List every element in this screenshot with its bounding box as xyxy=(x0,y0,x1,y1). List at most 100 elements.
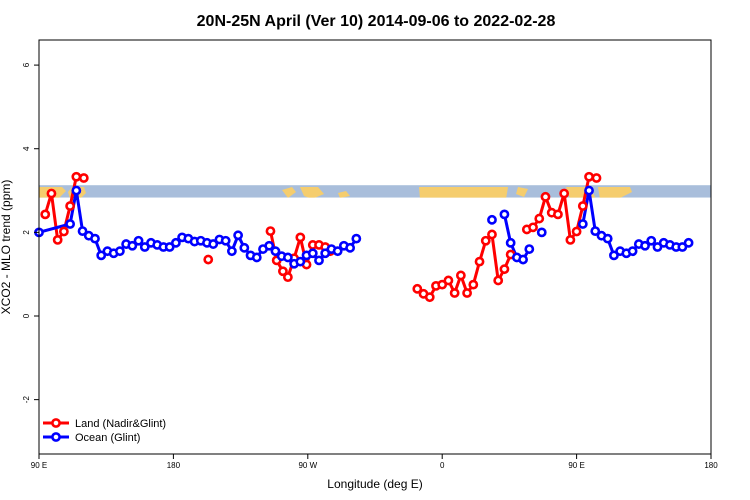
y-tick-label: 6 xyxy=(22,62,31,67)
plot-frame xyxy=(38,39,712,455)
ocean-data-point xyxy=(590,226,601,237)
ocean-data-point xyxy=(314,255,324,266)
ocean-data-point xyxy=(320,248,331,259)
land-data-point xyxy=(58,226,69,237)
ocean-data-point xyxy=(96,250,107,261)
land-data-point xyxy=(565,234,576,245)
y-tick-label: 0 xyxy=(22,313,31,318)
map-land-caribbean xyxy=(338,191,350,198)
y-tick-label: 4 xyxy=(22,146,31,151)
x-tick-label: 90 E xyxy=(31,461,47,470)
land-data-point xyxy=(203,254,214,265)
land-series-line xyxy=(416,232,513,299)
chart-title: 20N-25N April (Ver 10) 2014-09-06 to 202… xyxy=(197,13,556,30)
map-land-arabia xyxy=(516,187,528,197)
land-data-point xyxy=(282,272,293,283)
ocean-data-point xyxy=(640,240,650,251)
land-data-point xyxy=(499,264,510,275)
land-data-point xyxy=(278,266,288,277)
ocean-data-point xyxy=(351,233,362,244)
map-band xyxy=(39,185,711,198)
ocean-data-point xyxy=(487,214,497,225)
ocean-data-point xyxy=(627,246,638,257)
ocean-data-point xyxy=(677,242,688,252)
land-data-point xyxy=(265,226,276,237)
land-data-point xyxy=(584,171,594,182)
x-tick-label: 90 W xyxy=(298,461,317,470)
ocean-data-point xyxy=(307,248,318,259)
land-data-point xyxy=(71,171,82,182)
legend-land-marker xyxy=(51,418,61,428)
ocean-data-point xyxy=(164,242,175,252)
ocean-data-point xyxy=(609,250,619,261)
y-tick-label: 2 xyxy=(22,230,31,235)
ocean-data-point xyxy=(226,246,237,257)
land-data-point xyxy=(493,275,504,286)
land-data-point xyxy=(295,232,306,243)
land-data-point xyxy=(462,288,472,298)
land-data-point xyxy=(52,234,63,245)
map-land-mexico xyxy=(300,187,324,198)
land-data-point xyxy=(455,270,466,281)
x-tick-label: 180 xyxy=(167,461,181,470)
land-data-point xyxy=(553,209,563,220)
ocean-data-point xyxy=(332,246,343,257)
ocean-data-point xyxy=(133,235,144,246)
legend-land-label: Land (Nadir&Glint) xyxy=(75,418,166,430)
land-data-point xyxy=(528,222,538,233)
ocean-data-point xyxy=(602,233,613,244)
y-axis: -2 0 2 4 6 xyxy=(22,62,39,403)
land-data-point xyxy=(40,209,51,220)
ocean-data-point xyxy=(518,254,528,265)
ocean-data-point xyxy=(90,233,100,244)
ocean-data-point xyxy=(264,240,275,251)
land-data-point xyxy=(540,191,551,202)
ocean-data-point xyxy=(251,252,262,263)
ocean-data-point xyxy=(584,185,594,196)
ocean-data-point xyxy=(270,246,281,257)
map-land-africa xyxy=(419,187,508,198)
land-data-point xyxy=(424,292,435,303)
land-data-point xyxy=(487,229,497,240)
land-data-point xyxy=(591,173,602,183)
ocean-data-point xyxy=(499,209,510,220)
ocean-data-point xyxy=(524,244,535,254)
ocean-data-point xyxy=(345,242,356,253)
land-data-point xyxy=(577,201,588,211)
legend-ocean-marker xyxy=(51,432,61,442)
land-data-point xyxy=(437,279,448,290)
land-data-point xyxy=(443,275,454,286)
ocean-data-point xyxy=(114,246,125,257)
ocean-data-point xyxy=(282,252,293,263)
y-axis-label: XCO2 - MLO trend (ppm) xyxy=(0,180,13,315)
ocean-data-point xyxy=(652,242,663,252)
map-land-asia-east xyxy=(598,187,632,198)
x-tick-label: 90 E xyxy=(568,461,584,470)
ocean-data-point xyxy=(683,237,694,248)
land-data-point xyxy=(65,201,76,211)
land-data-point xyxy=(474,256,485,267)
ocean-data-point xyxy=(536,227,547,238)
ocean-data-point xyxy=(577,219,588,229)
land-data-point xyxy=(559,188,570,199)
ocean-data-point xyxy=(295,256,306,267)
land-data-point xyxy=(46,188,57,199)
land-data-point xyxy=(78,173,89,183)
x-axis-label: Longitude (deg E) xyxy=(327,477,422,491)
land-data-point xyxy=(412,283,423,294)
ocean-data-point xyxy=(77,226,88,237)
ocean-data-point xyxy=(239,242,250,253)
ocean-data-point xyxy=(505,237,516,248)
ocean-data-point xyxy=(170,237,181,248)
legend: Land (Nadir&Glint) Ocean (Glint) xyxy=(43,418,166,444)
y-tick-label: -2 xyxy=(22,396,31,404)
land-data-point xyxy=(468,279,479,290)
x-tick-label: 180 xyxy=(704,461,718,470)
map-land-hawaii xyxy=(282,187,296,198)
x-axis: 90 E 180 90 W 0 90 E 180 xyxy=(31,454,718,470)
land-data-point xyxy=(534,213,545,224)
legend-ocean-label: Ocean (Glint) xyxy=(75,432,140,444)
ocean-data-point xyxy=(646,235,657,246)
land-data-point xyxy=(449,288,460,298)
ocean-data-point xyxy=(233,230,244,241)
